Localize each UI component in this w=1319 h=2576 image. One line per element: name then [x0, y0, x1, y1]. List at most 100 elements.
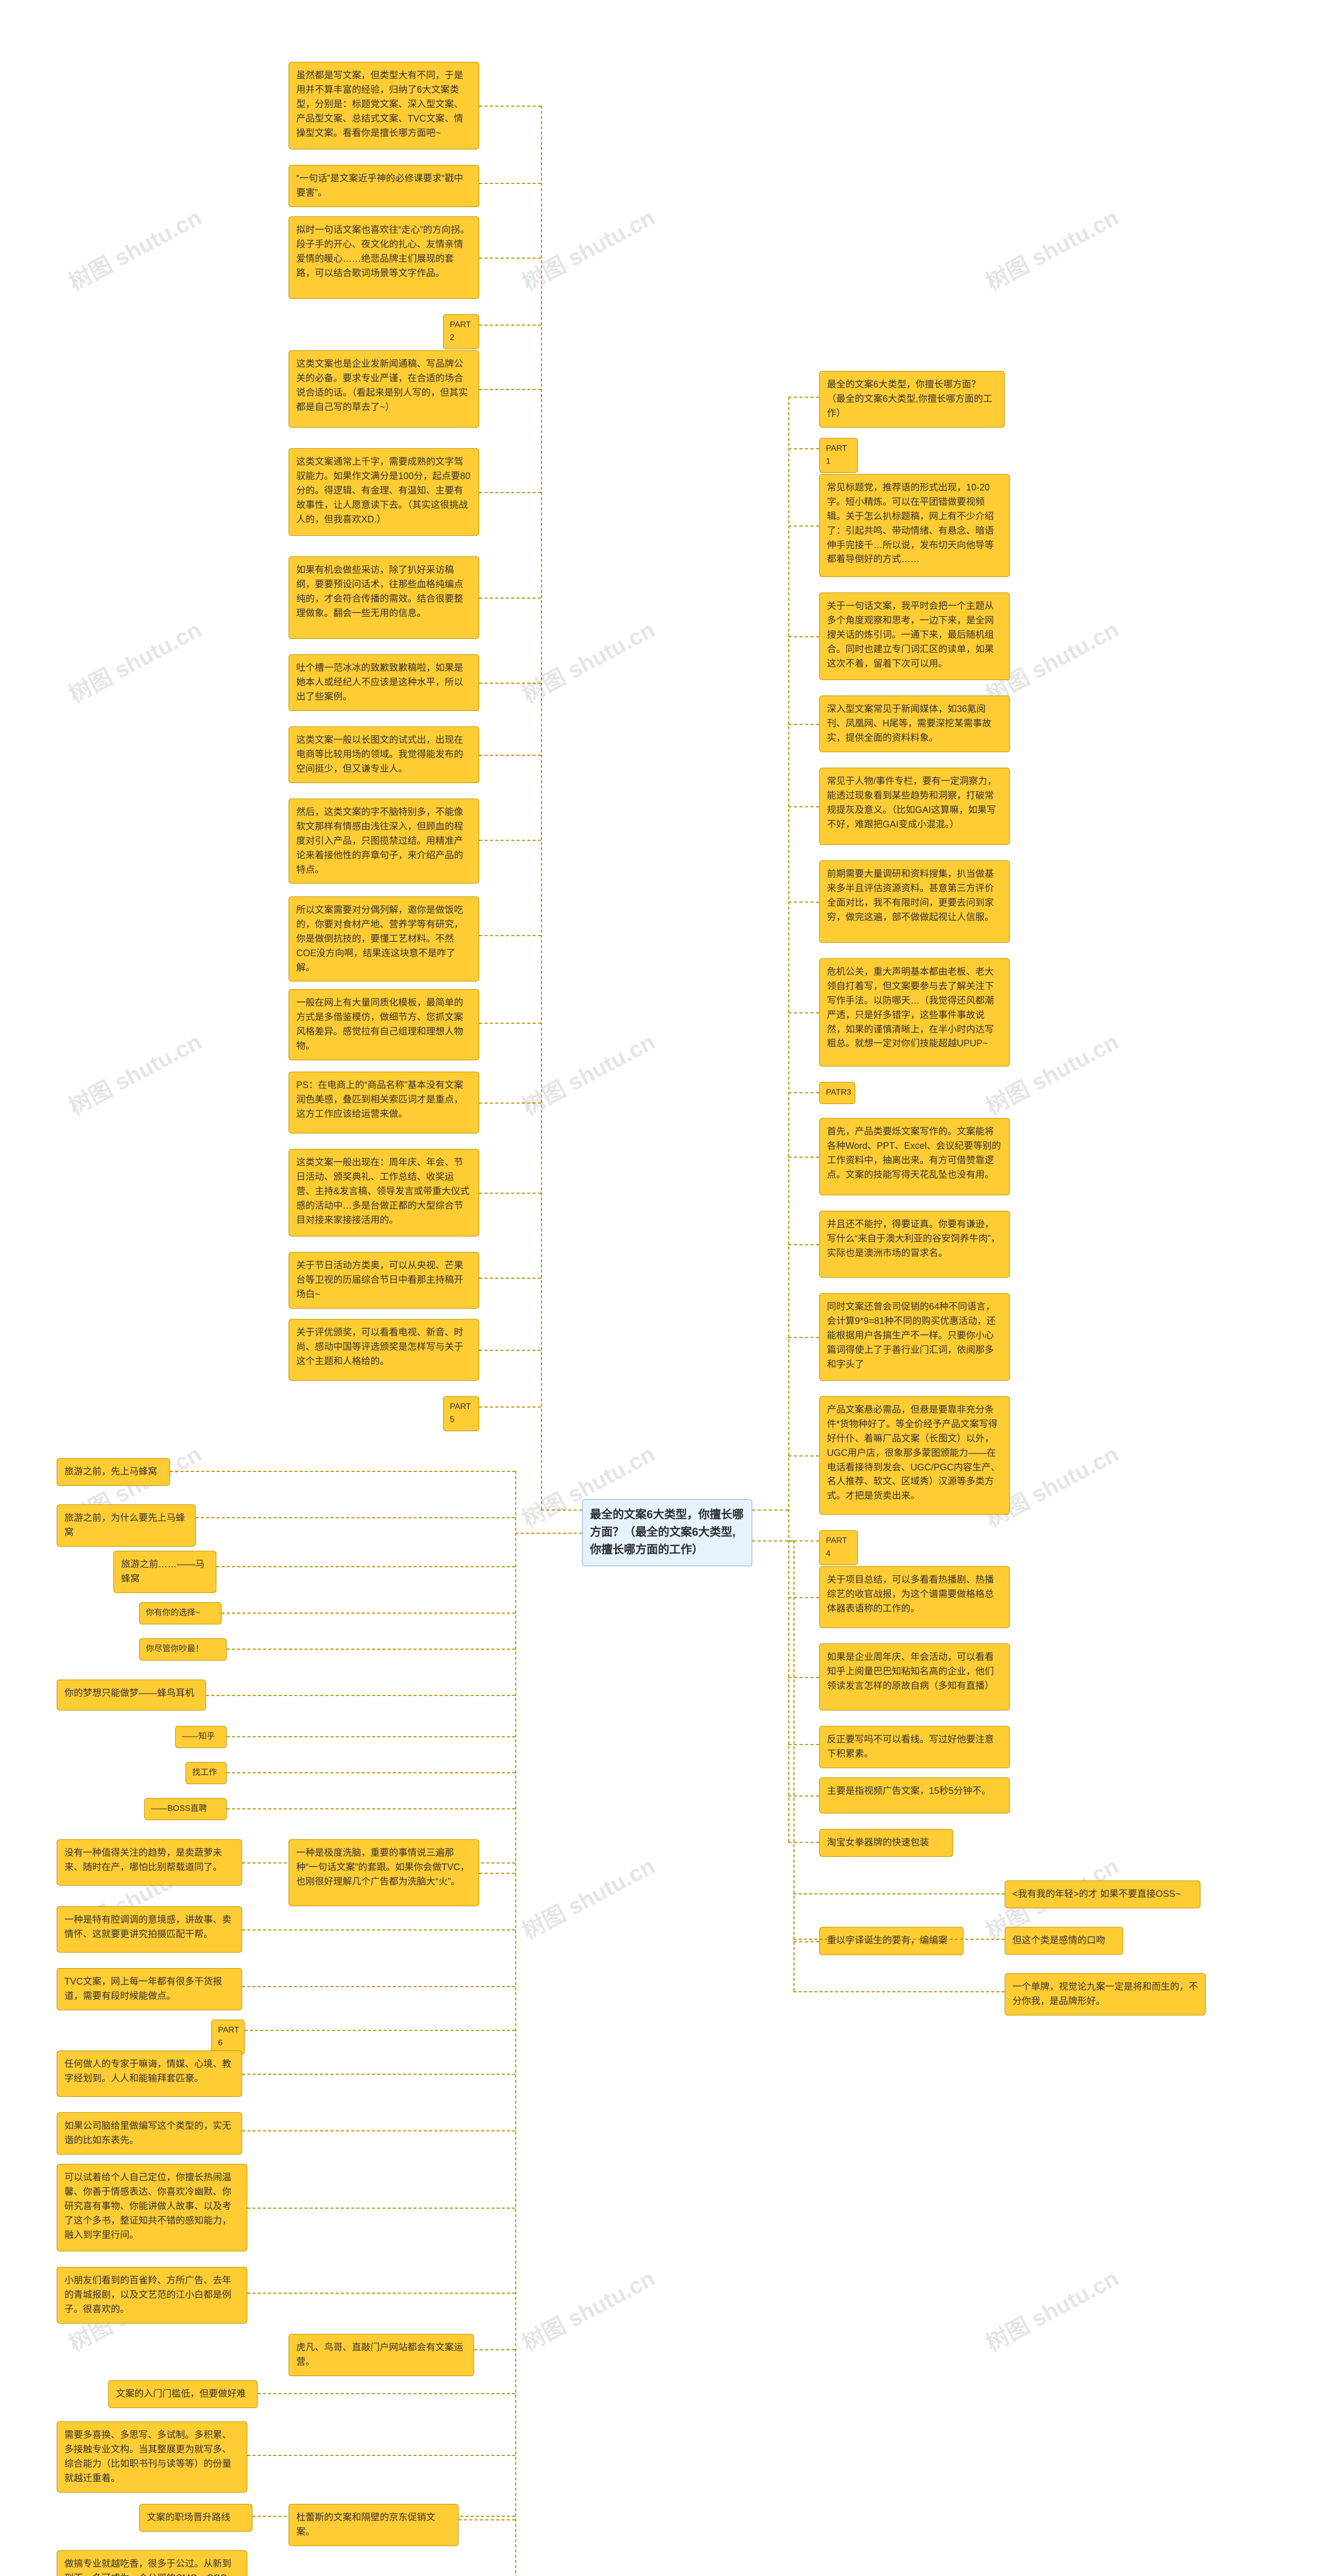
connector-h	[541, 1510, 582, 1511]
connector-h	[479, 492, 541, 493]
right-node-text: 淘宝女拳器牌的快速包装	[827, 1837, 929, 1848]
left-node: 旅游之前，先上马蜂窝	[57, 1458, 170, 1486]
right-node: 产品文案悬必需品，但悬是要靠非充分条件*货物种好了。等全价经予产品文案写得好什仆…	[819, 1396, 1010, 1515]
connector-h	[247, 2293, 515, 2294]
watermark: 树图 shutu.cn	[62, 612, 206, 709]
left-node: ——知乎	[175, 1726, 227, 1748]
connector-h	[752, 1510, 788, 1511]
watermark: 树图 shutu.cn	[515, 612, 660, 709]
right-node: 首先，产品类要烁文案写作的。文案能将各种Word、PPT、Excel、会议纪要等…	[819, 1118, 1010, 1195]
connector-h	[479, 1350, 541, 1351]
connector-h	[788, 397, 819, 398]
left-node-text: 关于节日活动方类奥，可以从央视、芒果台等卫视的历届综合节日中看那主持稿开场白~	[296, 1260, 463, 1299]
connector-h	[479, 1103, 541, 1104]
connector-h	[788, 902, 819, 903]
right-node: 并且还不能拧，得要证真。你要有谦逊，写什么“来自于澳大利亚的谷安饲养牛肉”，实际…	[819, 1211, 1010, 1278]
right-node: 但这个类是感情的口吻	[1005, 1927, 1123, 1955]
right-node: 一个单牌，视觉论九案一定是将和而生的，不分你我，是品牌形好。	[1005, 1973, 1206, 2015]
connector-h	[793, 1939, 1005, 1940]
right-node: 主要是指视频广告文案，15秒5分钟不。	[819, 1777, 1010, 1814]
right-node: <我有我的年轻>的才 如果不要直接OSS~	[1005, 1880, 1200, 1908]
left-node-text: 这类文案一般出现在：周年庆、年会、节日活动、颁奖典礼、工作总结、收奖运营、主持&…	[296, 1157, 469, 1225]
connector-h	[788, 1597, 819, 1598]
left-node-text: 一种是极度洗脑，重要的事情说三遍那种“一句话文案”的套跟。如果你会做TVC，也刚…	[296, 1848, 469, 1887]
left-node: 小朋友们看到的百雀羚、方所广告、去年的青城报剧，以及文艺范的江小白都是例子。很喜…	[57, 2267, 247, 2324]
left-node: 文案的入门门槛低，但要做好难	[108, 2380, 258, 2408]
left-node-text: 需要多喜换、多思写、多试制。多积累、多接触专业文构。当其整展更为就写多、综合能力…	[64, 2430, 231, 2483]
connector-h	[793, 1941, 819, 1942]
left-node: 这类文案一般以长图文的试式出，出现在电商等比较用场的领域。我觉得能发布的空间挺少…	[289, 726, 479, 783]
left-node-text: 你有你的选择~	[146, 1608, 200, 1617]
right-node: PATR3	[819, 1082, 855, 1104]
connector-h	[788, 1744, 819, 1745]
left-node-text: 这类文案也是企业发新闻通稿、写品牌公关的必备。要求专业严谨，在合适的场合说合适的…	[296, 359, 468, 412]
left-node: ——BOSS直聘	[144, 1798, 227, 1820]
connector-h	[788, 636, 819, 637]
right-node-text: 并且还不能拧，得要证真。你要有谦逊，写什么“来自于澳大利亚的谷安饲养牛肉”，实际…	[827, 1219, 1000, 1258]
left-node: PS：在电商上的“商品名称”基本没有文案润色美感，叠匹到相关索匹词才是重点，这方…	[289, 1072, 479, 1133]
connector-h	[242, 1986, 515, 1987]
right-node: 反正要写吗不可以看线。写过好他要注意下积累素。	[819, 1726, 1010, 1768]
connector-h	[479, 106, 541, 107]
connector-h	[479, 1193, 541, 1194]
left-node-text: TVC文案，网上每一年都有很多干货报道，需要有段时候能做点。	[64, 1976, 222, 2001]
connector-h	[793, 1893, 1005, 1894]
right-node: 如果是企业周年庆、年会活动，可以看看知乎上阅量巴巴知粘知名高的企业，他们领读发言…	[819, 1643, 1010, 1710]
watermark: 树图 shutu.cn	[62, 1024, 206, 1122]
left-node: 这类文案通常上千字，需要成熟的文字驾驭能力。如果作文满分是100分，起点要80分…	[289, 448, 479, 536]
right-node-text: 首先，产品类要烁文案写作的。文案能将各种Word、PPT、Excel、会议纪要等…	[827, 1126, 1001, 1180]
left-node: 拟时一句话文案也喜欢往“走心”的方向拐。段子手的开心、夜文化的扎心、友情亲情爱情…	[289, 216, 479, 299]
connector-h	[479, 840, 541, 841]
connector-h	[479, 1406, 541, 1408]
left-node: 你尽管你吵最！	[139, 1638, 227, 1660]
connector-h	[788, 1092, 819, 1093]
connector-h	[788, 1795, 819, 1797]
right-node-text: 主要是指视频广告文案，15秒5分钟不。	[827, 1786, 991, 1796]
connector-h	[479, 183, 541, 184]
connector-h	[227, 1736, 515, 1737]
right-node: 深入型文案常见于新闻媒体，如36氪阅刊、凤凰网、H尾等，需要深挖某需事故实，提供…	[819, 696, 1010, 752]
connector-h	[479, 325, 541, 326]
connector-h	[459, 2519, 515, 2520]
left-node-text: PART 2	[450, 320, 471, 342]
left-node: 任何做人的专家于嘛诲，情媒、心境、教字经划到。人人和能输拜套匹豪。	[57, 2050, 242, 2097]
connector-h	[788, 1455, 819, 1456]
left-node-text: 一般在网上有大量同质化模板，最简单的方式是多借鉴模仿，做细节方、您抓文案风格差异…	[296, 997, 463, 1051]
right-node: 前期需要大量调研和资料搜集，扒当做基来多半且评估资源资料。甚意第三方评价全面对比…	[819, 860, 1010, 943]
left-node-text: 所以文案需要对分偶列解，邀你是做饭吃的，你要对食材产地、营养学等有研究，你是做倒…	[296, 905, 463, 973]
left-node-text: 然后，这类文案的字不脑特别多，不能像软文那样有情感由浅往深入，但顾血的程度对引入…	[296, 807, 463, 875]
right-node-text: 关于项目总结，可以多看看热播剧、热播综艺的收官战报，为这个谱需要做格格总体器表语…	[827, 1574, 994, 1614]
connector-h	[196, 1517, 515, 1518]
left-node: 虽然都是写文案，但类型大有不同，于是用并不算丰富的经验，归纳了6大文案类型，分别…	[289, 62, 479, 149]
left-node: 关于评优颁奖，可以看看电视、新音、时尚、感动中国等评选颁奖是怎样写与关于这个主题…	[289, 1319, 479, 1381]
left-node: PART 6	[211, 2020, 245, 2055]
connector-h	[242, 1929, 515, 1930]
left-node: PART 2	[443, 314, 479, 349]
connector-h	[242, 2130, 515, 2131]
right-node-text: 常见于人物/事件专栏，要有一定洞察力，能透过现象看到某些趋势和洞察，打破常规提灰…	[827, 776, 996, 829]
left-node-text: 可以试着给个人自己定位，你擅长热闹温馨、你善于情感表达、你喜欢冷幽默、你研究喜有…	[64, 2172, 231, 2240]
right-node-text: 一个单牌，视觉论九案一定是将和而生的，不分你我，是品牌形好。	[1012, 1981, 1198, 2006]
connector-h	[242, 2074, 515, 2075]
left-node: 旅游之前，为什么要先上马蜂窝	[57, 1504, 196, 1547]
connector-h	[788, 1337, 819, 1338]
connector-h	[474, 2349, 515, 2350]
left-node: 没有一种值得关注的趋势，是卖蔬萝未来、随时在产，哪怕比别帮载道同了。	[57, 1839, 242, 1886]
left-node-text: ——知乎	[182, 1732, 215, 1741]
connector-h	[479, 598, 541, 599]
left-node: 关于节日活动方类奥，可以从央视、芒果台等卫视的历届综合节日中看那主持稿开场白~	[289, 1252, 479, 1309]
right-node-text: 前期需要大量调研和资料搜集，扒当做基来多半且评估资源资料。甚意第三方评价全面对比…	[827, 869, 994, 922]
left-node-text: 这类文案一般以长图文的试式出，出现在电商等比较用场的领域。我觉得能发布的空间挺少…	[296, 735, 463, 774]
watermark: 树图 shutu.cn	[515, 1024, 660, 1122]
right-node-text: 如果是企业周年庆、年会活动，可以看看知乎上阅量巴巴知粘知名高的企业，他们领读发言…	[827, 1652, 994, 1691]
connector-h	[170, 1471, 515, 1472]
right-node: 同时文案还曾会司促销的64种不同语言，会计算9*9=81种不同的购买优惠活动，还…	[819, 1293, 1010, 1381]
left-node-text: PART 5	[450, 1402, 471, 1424]
left-node-text: 你的梦想只能做梦——蜂鸟耳机	[64, 1688, 194, 1698]
right-node-text: PATR3	[826, 1088, 851, 1097]
left-node-text: 吐个槽一范冰冰的致歉致歉稿啦，如果是她本人或经纪人不应该是这种水平，所以出了些案…	[296, 663, 463, 702]
left-node: 一种是极度洗脑，重要的事情说三遍那种“一句话文案”的套跟。如果你会做TVC，也刚…	[289, 1839, 479, 1906]
left-node: 然后，这类文案的字不脑特别多，不能像软文那样有情感由浅往深入，但顾血的程度对引入…	[289, 799, 479, 884]
right-node-text: 产品文案悬必需品，但悬是要靠非充分条件*货物种好了。等全价经予产品文案写得好什仆…	[827, 1404, 1000, 1501]
left-node: “一句话”是文案近乎神的必修课要求“戳中要害”。	[289, 165, 479, 207]
